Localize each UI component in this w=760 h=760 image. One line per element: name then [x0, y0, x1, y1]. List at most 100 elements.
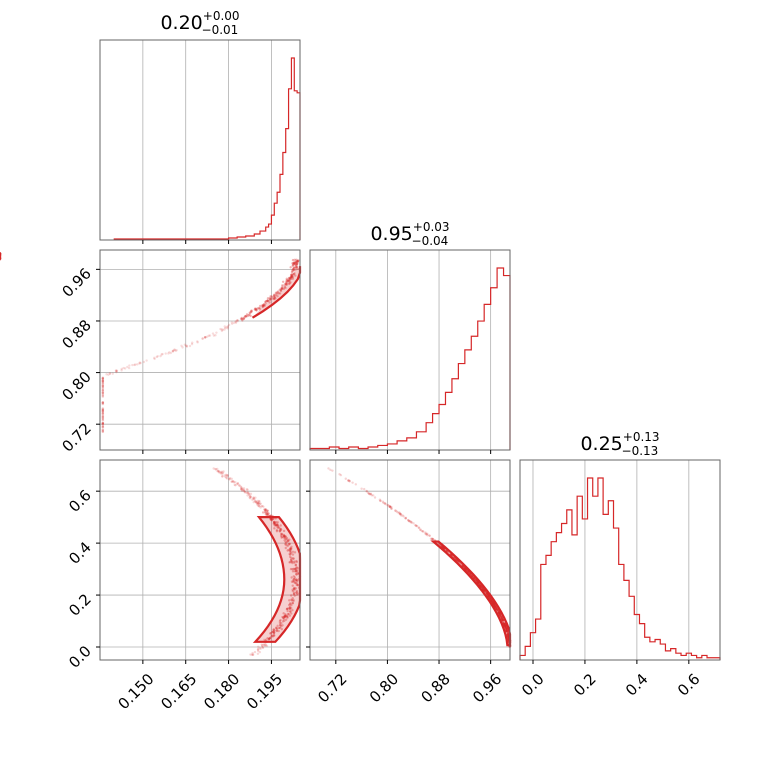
scatter-point-p2-p3 — [407, 518, 410, 522]
scatter-point-p1-p3 — [283, 614, 286, 618]
scatter-point-p1-p2 — [273, 295, 276, 299]
scatter-point-p1-p2 — [257, 306, 260, 310]
scatter-point-p1-p3 — [280, 532, 283, 536]
scatter-point-p1-p2 — [292, 268, 295, 272]
scatter-point-p1-p3 — [258, 500, 261, 503]
scatter-point-p1-p2 — [131, 363, 134, 367]
scatter-point-p2-p3 — [401, 514, 404, 517]
scatter-point-p1-p3 — [280, 532, 283, 536]
scatter-point-p1-p3 — [270, 634, 273, 638]
scatter-point-p1-p3 — [271, 635, 275, 638]
scatter-point-p1-p2 — [101, 409, 105, 413]
scatter-point-p1-p2 — [183, 343, 187, 346]
scatter-point-p1-p2 — [248, 313, 251, 316]
scatter-point-p1-p2 — [101, 388, 105, 392]
scatter-point-p1-p2 — [249, 311, 252, 314]
scatter-point-p1-p2 — [212, 334, 216, 337]
scatter-point-p1-p2 — [261, 305, 265, 308]
scatter-point-p2-p3 — [503, 623, 506, 626]
scatter-point-p1-p3 — [284, 535, 287, 538]
scatter-point-p1-p2 — [241, 319, 244, 322]
scatter-point-p1-p2 — [181, 346, 184, 349]
scatter-point-p2-p3 — [367, 491, 370, 495]
scatter-point-p2-p3 — [504, 627, 508, 631]
scatter-point-p1-p2 — [101, 421, 105, 425]
scatter-point-p1-p2 — [107, 373, 110, 376]
scatter-point-p1-p2 — [101, 423, 105, 426]
scatter-point-p2-p3 — [486, 593, 489, 596]
scatter-point-p1-p3 — [288, 614, 292, 617]
scatter-point-p1-p3 — [277, 526, 280, 529]
scatter-point-p1-p3 — [290, 560, 294, 563]
scatter-point-p1-p2 — [101, 422, 105, 425]
scatter-point-p1-p3 — [284, 540, 287, 543]
scatter-point-p2-p3 — [506, 633, 510, 636]
scatter-point-p1-p3 — [289, 567, 293, 571]
scatter-point-p1-p2 — [0, 257, 2, 260]
scatter-point-p1-p2 — [0, 255, 2, 258]
scatter-point-p1-p2 — [247, 314, 250, 317]
scatter-point-p2-p3 — [379, 499, 382, 502]
scatter-point-p1-p2 — [101, 430, 105, 433]
title-1-value: 0.20 — [160, 12, 202, 34]
scatter-point-p1-p3 — [219, 472, 222, 475]
scatter-point-p2-p3 — [339, 473, 343, 477]
scatter-point-p2-p3 — [497, 611, 501, 614]
scatter-point-p1-p3 — [288, 561, 291, 564]
title-3-minus: −0.13 — [622, 444, 659, 458]
scatter-point-p1-p3 — [296, 569, 299, 572]
scatter-point-p1-p3 — [291, 570, 295, 573]
scatter-point-p1-p3 — [285, 536, 289, 540]
scatter-point-p1-p3 — [256, 648, 260, 651]
scatter-point-p1-p2 — [294, 261, 298, 265]
scatter-point-p1-p3 — [281, 620, 285, 623]
scatter-point-p1-p3 — [221, 475, 224, 478]
scatter-point-p2-p3 — [505, 629, 508, 633]
scatter-point-p1-p2 — [153, 357, 156, 361]
scatter-point-p1-p2 — [101, 391, 105, 394]
scatter-point-p1-p2 — [288, 282, 291, 285]
scatter-point-p1-p2 — [234, 321, 238, 325]
scatter-point-p1-p2 — [101, 424, 105, 427]
scatter-point-p1-p3 — [252, 500, 255, 504]
scatter-point-p1-p3 — [295, 583, 298, 586]
scatter-point-p1-p2 — [293, 263, 297, 266]
scatter-point-p1-p2 — [101, 430, 105, 434]
scatter-point-p2-p3 — [388, 505, 392, 508]
scatter-point-p1-p3 — [290, 598, 293, 601]
y-tick-label: 0.4 — [65, 538, 95, 568]
scatter-point-p1-p2 — [286, 280, 289, 283]
scatter-point-p1-p2 — [101, 422, 105, 425]
scatter-point-p1-p2 — [250, 310, 253, 313]
scatter-point-p2-p3 — [493, 604, 497, 607]
scatter-point-p2-p3 — [421, 530, 424, 533]
scatter-point-p1-p3 — [251, 653, 255, 656]
scatter-point-p2-p3 — [501, 618, 505, 622]
scatter-point-p1-p2 — [0, 257, 2, 261]
scatter-point-p1-p2 — [101, 379, 105, 382]
scatter-point-p1-p3 — [277, 629, 280, 633]
scatter-point-p1-p2 — [211, 332, 215, 335]
scatter-point-p2-p3 — [491, 600, 494, 603]
scatter-point-p2-p3 — [344, 477, 347, 480]
scatter-point-p2-p3 — [402, 515, 405, 518]
scatter-point-p1-p2 — [242, 317, 245, 321]
scatter-point-p1-p3 — [288, 607, 291, 610]
scatter-point-p1-p3 — [249, 492, 253, 496]
scatter-point-p1-p2 — [108, 372, 112, 375]
scatter-point-p1-p2 — [226, 325, 230, 328]
scatter-point-p1-p3 — [291, 601, 294, 605]
scatter-point-p1-p3 — [290, 607, 293, 610]
scatter-point-p1-p3 — [223, 474, 226, 477]
scatter-point-p2-p3 — [388, 505, 392, 509]
title-1-plus: +0.00 — [203, 9, 240, 23]
title-3-value: 0.25 — [580, 433, 622, 455]
scatter-point-p1-p3 — [289, 603, 292, 606]
scatter-point-p1-p2 — [268, 296, 272, 300]
scatter-point-p1-p3 — [226, 474, 229, 477]
scatter-point-p1-p3 — [292, 557, 295, 560]
scatter-point-p2-p3 — [506, 633, 510, 637]
scatter-point-p2-p3 — [348, 479, 351, 483]
scatter-point-p2-p3 — [412, 522, 415, 525]
